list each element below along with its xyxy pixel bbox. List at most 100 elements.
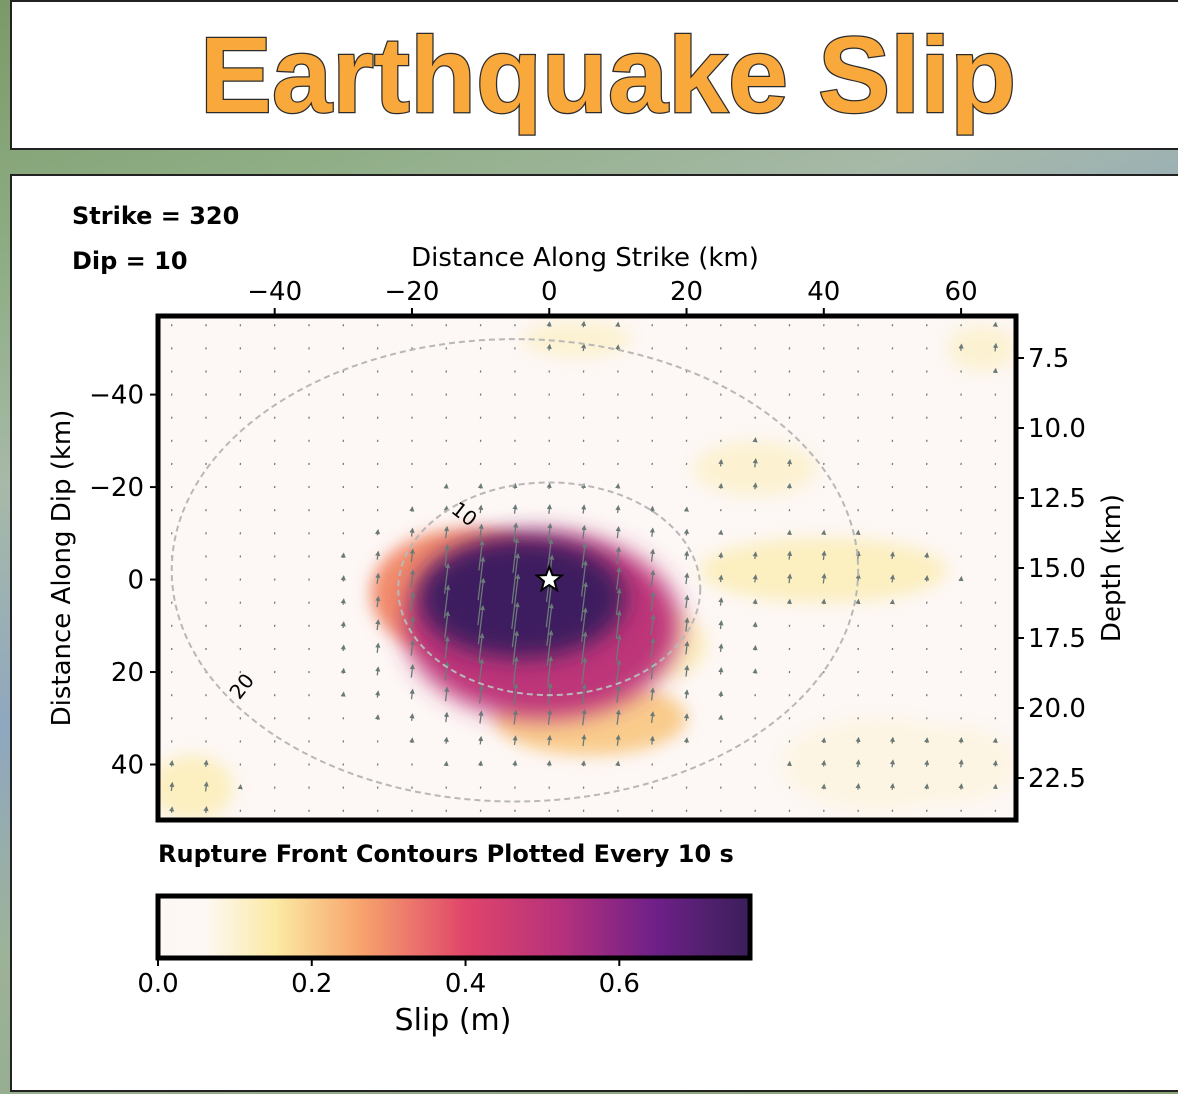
slip-vector	[478, 523, 484, 541]
slip-patch	[947, 325, 1016, 372]
slip-vector	[581, 656, 588, 685]
slip-vector	[375, 690, 381, 698]
slip-vector	[169, 781, 175, 791]
slip-vector	[821, 573, 827, 584]
slip-vector	[650, 637, 656, 658]
slip-vector	[478, 710, 484, 724]
chart-panel: Strike = 320 Dip = 10 Distance Along Str…	[10, 174, 1178, 1092]
slip-vector	[203, 759, 209, 767]
slip-vector	[958, 343, 964, 351]
slip-vector	[752, 457, 758, 468]
slip-vector	[203, 805, 209, 814]
slip-vector	[478, 632, 485, 663]
slip-vector	[650, 569, 656, 587]
slip-patch	[418, 537, 625, 659]
colorbar	[155, 893, 753, 961]
slip-vector	[512, 504, 518, 514]
y-tick-label: 0	[127, 566, 144, 596]
slip-vector	[443, 736, 449, 744]
slip-vector	[684, 689, 690, 699]
slip-vector	[375, 642, 381, 653]
slip-vector	[580, 581, 589, 622]
rupture-footnote: Rupture Front Contours Plotted Every 10 …	[158, 840, 734, 868]
slip-vector	[889, 551, 896, 560]
colorbar-tick-label: 0.2	[291, 969, 332, 999]
slip-vector	[511, 552, 521, 604]
slip-vector	[409, 548, 415, 562]
slip-vector	[478, 735, 484, 745]
slip-vector	[684, 617, 690, 632]
depth-ticks: 7.5 10.0 12.5 15.0 17.5 20.0 22.5	[1016, 344, 1086, 794]
slip-vector	[924, 759, 930, 767]
colorbar-tick-label: 0.6	[599, 969, 640, 999]
slip-vector	[683, 528, 690, 536]
depth-tick-label: 15.0	[1028, 554, 1086, 584]
x-ticks: −40 −20 0 20 40 60	[247, 277, 978, 316]
slip-vector	[649, 735, 655, 745]
slip-vector	[477, 604, 486, 645]
slip-vector	[546, 343, 552, 351]
slip-vector	[512, 735, 518, 745]
slip-vector	[581, 542, 588, 569]
y-tick-label: −40	[89, 381, 144, 411]
rupture-contour-10	[397, 481, 702, 697]
slip-vector	[650, 613, 656, 636]
slip-vector	[992, 342, 999, 352]
y-tick-label: 40	[111, 751, 144, 781]
slip-vector	[616, 659, 622, 683]
title-graphic: Earthquake Slip	[199, 13, 1018, 137]
slip-vector	[684, 594, 690, 609]
y-tick-label: −20	[89, 473, 144, 503]
slip-vector	[546, 503, 552, 514]
slip-vector	[444, 686, 450, 702]
slip-vector	[375, 619, 381, 631]
slip-vector	[375, 595, 381, 608]
depth-tick-label: 12.5	[1028, 484, 1086, 514]
slip-vector	[512, 709, 518, 725]
slip-vector	[889, 759, 896, 768]
depth-tick-label: 17.5	[1028, 624, 1086, 654]
slip-vector	[443, 525, 450, 539]
slip-vector	[375, 572, 381, 584]
slip-vector	[786, 458, 793, 467]
slip-vector	[410, 569, 416, 588]
slip-vector	[511, 601, 520, 648]
slip-vector	[615, 685, 622, 703]
x-tick-label: −20	[385, 277, 440, 307]
depth-tick-label: 22.5	[1028, 764, 1086, 794]
title-panel: Earthquake Slip	[10, 0, 1178, 150]
slip-patch	[700, 537, 948, 603]
slip-vector	[478, 504, 484, 514]
depth-tick-label: 10.0	[1028, 414, 1086, 444]
slip-vector	[375, 550, 381, 560]
slip-vector	[821, 550, 827, 561]
slip-vector	[684, 572, 690, 585]
slip-vector	[444, 636, 450, 660]
x-tick-label: 40	[807, 277, 840, 307]
slip-vector	[478, 684, 484, 704]
slip-vector	[547, 522, 553, 542]
colorbar-label: Slip (m)	[395, 1003, 512, 1038]
slip-vector	[547, 709, 553, 725]
slip-vector	[340, 621, 346, 629]
hypocenter-layer	[534, 563, 565, 593]
slip-vector	[684, 664, 690, 677]
slip-vector	[546, 603, 554, 646]
slip-vector	[477, 577, 486, 626]
slip-vector	[409, 663, 415, 678]
slip-vector	[409, 713, 415, 721]
slip-vector	[375, 666, 381, 676]
strike-annotation: Strike = 320	[72, 202, 239, 230]
depth-tick-label: 20.0	[1028, 694, 1086, 724]
slip-vector	[958, 759, 964, 768]
slip-vector	[443, 711, 450, 723]
slip-vector	[581, 607, 588, 642]
slip-vector	[752, 482, 758, 490]
slip-layer	[158, 320, 1016, 820]
rupture-contour-20	[170, 338, 860, 803]
slip-vector	[409, 527, 415, 537]
slip-vector	[684, 550, 690, 560]
slip-vector	[718, 666, 724, 675]
slip-vector	[581, 708, 587, 726]
slip-vector	[855, 550, 861, 560]
